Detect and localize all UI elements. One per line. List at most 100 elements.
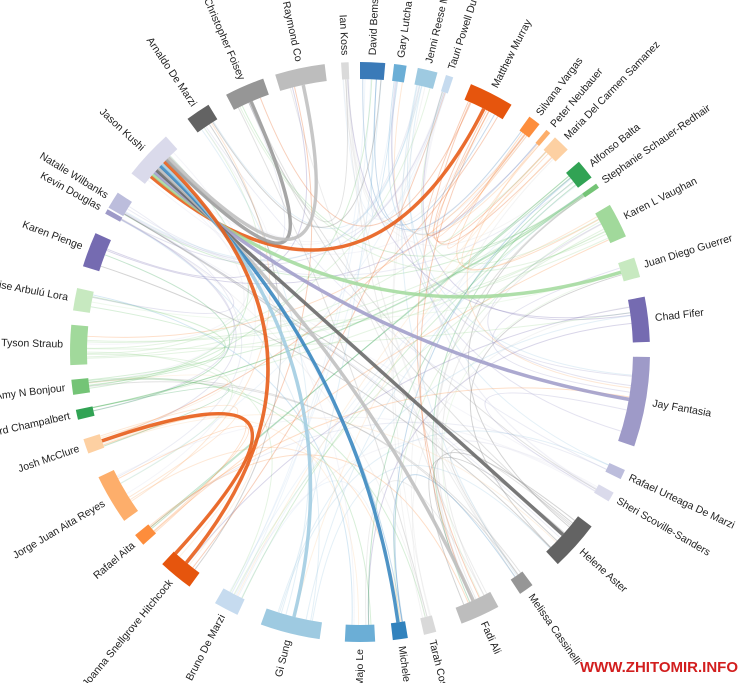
node-label: Tarah Cos [426,639,449,683]
chord [370,79,399,217]
chord [117,425,250,532]
highlight-chord [101,412,255,555]
node-arc [187,104,218,133]
chord [346,79,519,575]
chord [187,306,630,564]
chord [153,239,610,532]
chord [149,454,469,603]
chord [456,132,599,270]
chord [88,296,226,383]
chord [293,156,552,618]
chord [393,82,539,236]
node-arc [519,116,540,138]
chord [88,196,585,381]
chord [466,144,631,389]
chord [87,151,547,358]
node-arc [82,233,111,272]
node-arc [108,192,132,217]
node-arc [618,257,641,282]
chord [92,219,235,314]
chord [409,86,609,466]
chord [422,91,631,321]
node-label: Joanna Snellgrove Hitchcock [80,577,176,683]
node-label: Majo Le [354,649,366,683]
chord [433,107,547,243]
node-label: Amy N Bonjour [0,382,66,403]
chord [88,374,228,439]
chord [88,378,519,575]
chord [348,79,528,232]
highlight-chord [167,84,318,242]
node-arc [627,296,650,343]
chord [401,84,518,576]
chord [87,237,609,342]
node-label: Rafael Urteaga De Marzi [627,472,737,532]
node-label: ise Arbulú Lora [0,279,69,304]
chord [422,92,597,490]
chord [87,312,631,350]
node-label: rard Champalbert [0,410,71,439]
node-arc [260,608,323,640]
chord [126,155,256,495]
chord [441,272,622,598]
chord [101,116,499,441]
chord [89,155,249,387]
node-label: Josh McClure [16,443,81,475]
chord [150,387,630,528]
node-arc [543,137,568,162]
node-arc [605,463,625,480]
chord [447,133,549,249]
node-label: Gary Lutcha [395,0,415,58]
chord [433,452,576,602]
node-arc [535,129,551,146]
chord [391,86,426,618]
node-label: Jenni Reese M [423,0,451,65]
node-label: Michele L [396,645,414,683]
chord [92,294,353,625]
chord [419,110,490,601]
chord [124,212,561,539]
chord [277,315,631,613]
chord [406,85,633,376]
chord [432,184,577,603]
node-arc [392,64,407,83]
chord [87,134,526,338]
chord [250,101,597,490]
chord [391,81,622,432]
chord [212,79,382,228]
highlight-chord [165,100,293,245]
chord [88,296,226,384]
chord [87,127,262,355]
chord [305,193,583,620]
chord [205,126,607,470]
chord [432,111,528,239]
chord [117,206,243,478]
chord [237,107,428,617]
node-arc [105,209,123,222]
chord [344,79,488,594]
chord [410,158,554,617]
node-arc [582,183,599,198]
chord [89,381,522,574]
chord [87,353,233,484]
chord [192,92,446,569]
chord [492,267,631,393]
node-label: Tyson Straub [1,337,63,351]
node-arc [83,434,105,454]
node-label: David Bems [367,0,381,56]
chord [388,81,537,235]
node-label: Gi Sung [273,639,294,679]
node-arc [69,324,89,366]
chord [241,480,399,623]
node-arc [344,624,376,642]
node-label: Jason Kushi [97,106,147,154]
chord [106,87,308,279]
node-label: Chad Fifer [654,307,705,325]
chord [390,81,631,387]
node-label: Helene Aster [577,546,630,595]
chord [311,464,551,621]
node-label: Karen L Vaughan [622,175,699,222]
chord [116,416,597,490]
node-arc [341,62,350,80]
